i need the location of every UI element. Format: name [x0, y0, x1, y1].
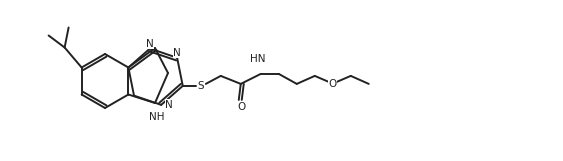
- Text: S: S: [198, 81, 204, 91]
- Text: HN: HN: [250, 54, 266, 64]
- Text: N: N: [165, 100, 173, 110]
- Text: O: O: [238, 102, 246, 112]
- Text: N: N: [146, 38, 154, 49]
- Text: N: N: [173, 48, 181, 58]
- Text: O: O: [329, 79, 337, 89]
- Text: NH: NH: [149, 112, 165, 122]
